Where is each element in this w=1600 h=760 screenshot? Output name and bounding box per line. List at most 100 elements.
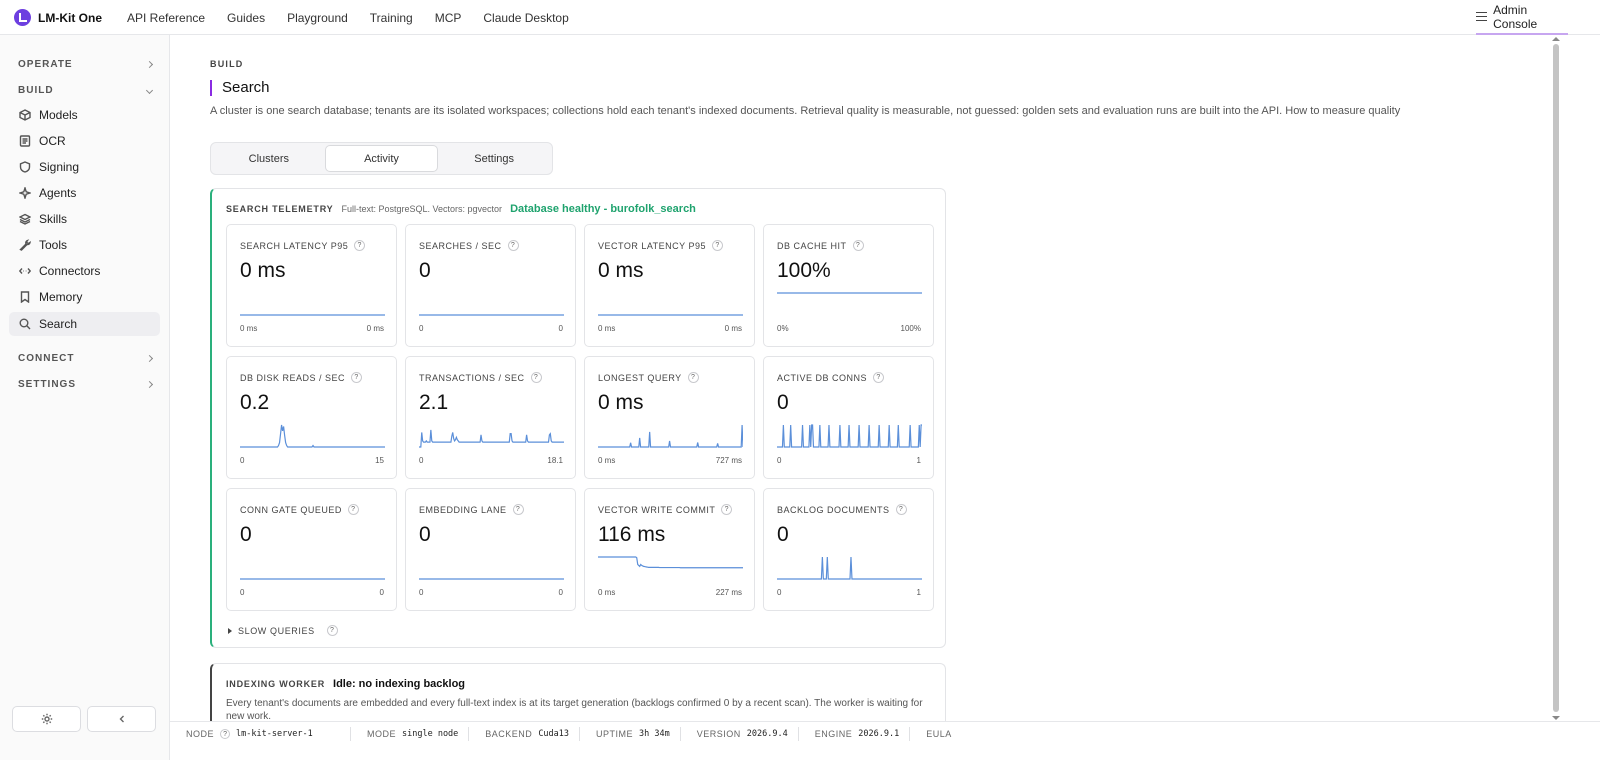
eula-link[interactable]: EULA <box>910 727 962 741</box>
metric-label-text: VECTOR WRITE COMMIT <box>598 504 716 515</box>
brand[interactable]: LM-Kit One <box>14 9 102 26</box>
sparkline-line <box>777 556 922 580</box>
tab-settings[interactable]: Settings <box>474 152 515 165</box>
help-icon[interactable]: ? <box>721 504 733 515</box>
metric-min: 0 <box>419 456 424 465</box>
nav-mcp[interactable]: MCP <box>434 10 462 25</box>
settings-gear-button[interactable] <box>12 706 81 732</box>
sidebar-section-label: OPERATE <box>18 59 73 70</box>
admin-console-button[interactable]: Admin Console <box>1476 0 1568 35</box>
metric-label: ACTIVE DB CONNS? <box>777 372 885 383</box>
tab-activity[interactable]: Activity <box>324 145 439 172</box>
help-icon[interactable]: ? <box>895 504 907 515</box>
help-icon[interactable]: ? <box>351 372 363 383</box>
help-icon[interactable]: ? <box>326 625 338 636</box>
sidebar-section-settings[interactable]: SETTINGS <box>18 379 154 390</box>
slow-queries-toggle[interactable]: SLOW QUERIES ? <box>228 625 338 636</box>
metric-card-searches-sec: SEARCHES / SEC? 0 0 0 <box>405 224 576 347</box>
metric-max: 1 <box>916 456 921 465</box>
metric-label: DB CACHE HIT? <box>777 240 864 251</box>
sidebar-item-tools[interactable]: Tools <box>9 233 160 257</box>
metric-sparkline <box>598 556 743 569</box>
help-icon[interactable]: ? <box>687 372 699 383</box>
metric-value: 0 <box>777 523 789 546</box>
nav-guides[interactable]: Guides <box>227 10 266 25</box>
metric-label: VECTOR LATENCY P95? <box>598 240 724 251</box>
metric-max: 100% <box>900 324 921 333</box>
sidebar-section-label: SETTINGS <box>18 379 77 390</box>
metric-sparkline <box>777 424 922 448</box>
status-value: 2026.9.4 <box>746 729 788 739</box>
metric-max: 227 ms <box>715 588 742 597</box>
help-icon[interactable]: ? <box>347 504 359 515</box>
sidebar-item-signing[interactable]: Signing <box>9 155 160 179</box>
nav-api-reference[interactable]: API Reference <box>127 10 206 25</box>
metric-value: 0 ms <box>598 391 644 414</box>
metric-label: TRANSACTIONS / SEC? <box>419 372 542 383</box>
bookmark-icon <box>20 291 30 303</box>
collapse-sidebar-button[interactable] <box>87 706 156 732</box>
help-icon[interactable]: ? <box>873 372 885 383</box>
sidebar-item-connectors[interactable]: Connectors <box>9 259 160 283</box>
nav-training[interactable]: Training <box>369 10 413 25</box>
help-icon[interactable]: ? <box>852 240 864 251</box>
metric-sparkline <box>240 314 385 316</box>
sidebar-item-label: Connectors <box>39 264 101 278</box>
scroll-up-arrow-icon[interactable] <box>1552 37 1560 41</box>
help-icon[interactable]: ? <box>507 240 519 251</box>
metric-card-embedding-lane: EMBEDDING LANE? 0 0 0 <box>405 488 576 611</box>
sidebar-item-ocr[interactable]: OCR <box>9 129 160 153</box>
nav-claude-desktop[interactable]: Claude Desktop <box>483 10 569 25</box>
sidebar-item-models[interactable]: Models <box>9 103 160 127</box>
search-icon <box>19 318 31 330</box>
metric-min: 0% <box>777 324 789 333</box>
wrench-icon <box>19 239 31 251</box>
telemetry-meta: Full-text: PostgreSQL. Vectors: pgvector <box>341 204 503 214</box>
chevron-right-icon <box>145 354 154 363</box>
chevron-right-icon <box>145 380 154 389</box>
metric-value: 116 ms <box>598 523 666 546</box>
sidebar-item-skills[interactable]: Skills <box>9 207 160 231</box>
sidebar-item-search[interactable]: Search <box>9 312 160 336</box>
sidebar-section-label: BUILD <box>18 85 54 96</box>
brand-name: LM-Kit One <box>38 10 102 25</box>
help-icon[interactable]: ? <box>354 240 366 251</box>
sidebar-item-memory[interactable]: Memory <box>9 285 160 309</box>
nav-playground[interactable]: Playground <box>287 10 348 25</box>
metric-max: 18.1 <box>547 456 563 465</box>
metric-max: 727 ms <box>715 456 742 465</box>
status-backend: BACKEND Cuda13 <box>469 727 581 741</box>
sidebar-section-build[interactable]: BUILD <box>18 85 154 96</box>
metric-label: LONGEST QUERY? <box>598 372 699 383</box>
sidebar-section-connect[interactable]: CONNECT <box>18 353 154 364</box>
metric-label-text: ACTIVE DB CONNS <box>777 372 868 383</box>
sidebar-item-label: Memory <box>39 290 83 304</box>
help-icon[interactable]: ? <box>512 504 524 515</box>
sparkline-line <box>240 424 385 448</box>
metric-label-text: BACKLOG DOCUMENTS <box>777 504 890 515</box>
indexing-description: Every tenant's documents are embedded an… <box>226 698 923 721</box>
metric-sparkline <box>777 292 922 294</box>
tab-clusters[interactable]: Clusters <box>248 152 289 165</box>
scrollbar-thumb[interactable] <box>1553 44 1559 712</box>
indexing-state: Idle: no indexing backlog <box>333 678 466 690</box>
sidebar-item-agents[interactable]: Agents <box>9 181 160 205</box>
measure-quality-link[interactable]: How to measure quality <box>1285 105 1401 117</box>
layers-icon <box>19 213 31 225</box>
chevron-down-icon <box>145 86 154 95</box>
sidebar: OPERATE BUILD Models OCR Signing Agents … <box>0 35 170 760</box>
sidebar-item-label: Search <box>39 317 78 331</box>
indexing-header: INDEXING WORKER Idle: no indexing backlo… <box>226 678 465 690</box>
help-icon[interactable]: ? <box>712 240 724 251</box>
sidebar-section-operate[interactable]: OPERATE <box>18 59 154 70</box>
metric-sparkline <box>240 578 385 580</box>
metric-value: 2.1 <box>419 391 449 414</box>
help-icon[interactable]: ? <box>530 372 542 383</box>
status-key: NODE <box>186 729 215 739</box>
sidebar-item-label: Tools <box>39 238 68 252</box>
metric-card-backlog-documents: BACKLOG DOCUMENTS? 0 0 1 <box>763 488 934 611</box>
scroll-down-arrow-icon[interactable] <box>1552 716 1560 720</box>
document-icon <box>19 135 31 147</box>
telemetry-header: SEARCH TELEMETRY Full-text: PostgreSQL. … <box>226 203 696 215</box>
help-icon[interactable]: ? <box>220 729 231 739</box>
